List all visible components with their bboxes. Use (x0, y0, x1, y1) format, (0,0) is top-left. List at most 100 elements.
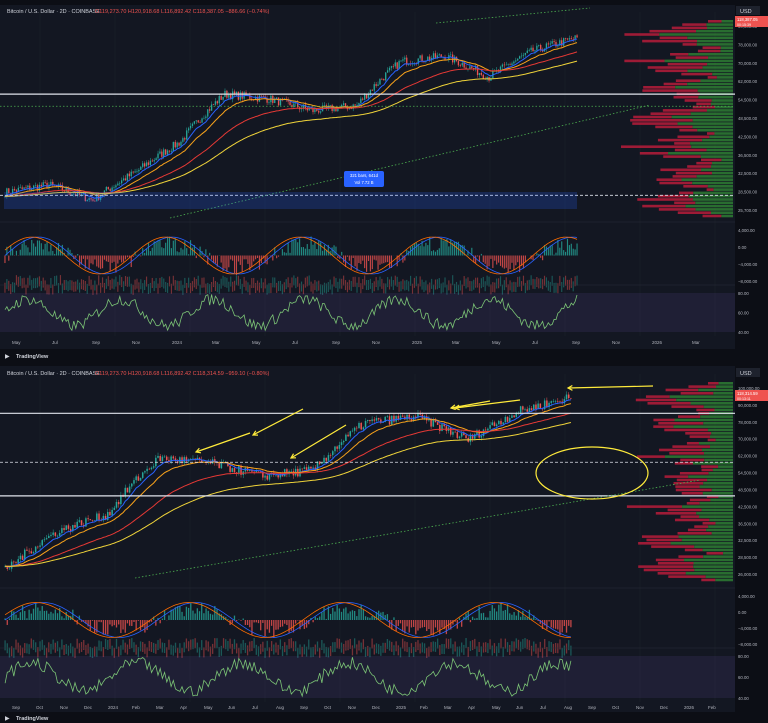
candle-body (98, 193, 100, 200)
volume-profile-bar (701, 468, 713, 472)
volume-bar (284, 642, 286, 653)
macd-histogram-bar (172, 240, 174, 256)
macd-histogram-bar (550, 620, 552, 628)
price-axis[interactable]: 90,000.0078,000.0070,000.0062,000.0054,5… (738, 24, 758, 335)
macd-histogram-bar (119, 255, 121, 260)
candle-body (394, 62, 396, 67)
currency-selector[interactable] (736, 368, 760, 377)
candle-body (142, 163, 144, 167)
volume-bar (264, 647, 266, 658)
volume-bar (482, 276, 484, 287)
volume-bar (530, 645, 533, 656)
time-axis[interactable]: May Jul Sep Nov 2024 Mar May Jul Sep Nov 2025 Mar Ma… (12, 340, 700, 345)
volume-bar (498, 278, 500, 289)
candle-body (456, 432, 459, 438)
volume-profile-bar (660, 168, 702, 172)
range-measure-box[interactable]: 321 bars, 641d Vol 7.72 B (344, 171, 384, 187)
price-pane[interactable] (0, 7, 735, 336)
rsi-pane[interactable] (0, 284, 735, 332)
candle-body (137, 476, 140, 481)
volume-profile-bar (630, 119, 693, 122)
macd-histogram-bar (12, 249, 14, 256)
volume-bar (255, 283, 257, 294)
macd-histogram-bar (220, 255, 222, 263)
macd-histogram-bar (353, 611, 356, 620)
macd-histogram-bar (79, 255, 81, 266)
candle-body (469, 434, 472, 442)
macd-histogram-bar (161, 618, 164, 620)
volume-profile-bar (670, 542, 733, 545)
volume-profile-bar (655, 69, 688, 73)
symbol-title[interactable]: Bitcoin / U.S. Dollar · 2D · COINBASE (7, 9, 100, 15)
volume-bar (168, 639, 170, 650)
macd-histogram-bar (37, 607, 39, 620)
volume-profile-bar (714, 408, 733, 412)
price-axis[interactable]: 100,000.0090,000.0078,000.0070,000.0062,… (738, 386, 760, 701)
annotation-arrow (195, 432, 251, 453)
macd-histogram-bar (277, 620, 279, 630)
candle-body (329, 455, 332, 456)
macd-histogram-bar (80, 620, 83, 622)
volume-bar (535, 643, 537, 654)
macd-histogram-bar (388, 620, 391, 628)
macd-histogram-bar (515, 255, 517, 266)
macd-histogram-bar (249, 255, 251, 271)
candle-body (230, 94, 232, 100)
macd-histogram-bar (45, 610, 48, 620)
price-pane[interactable] (0, 374, 735, 702)
candle-body (178, 142, 180, 146)
volume-profile-bar (701, 448, 733, 452)
volume-profile-bar (674, 148, 707, 152)
volume-bar (12, 282, 14, 293)
symbol-title[interactable]: Bitcoin / U.S. Dollar · 2D · COINBASE (7, 371, 100, 377)
candle-body (229, 466, 231, 472)
volume-bar (373, 281, 375, 292)
macd-histogram-bar (255, 255, 257, 260)
volume-profile-bar (708, 472, 733, 475)
volume-profile-bar (676, 398, 733, 402)
candle-body (450, 54, 452, 56)
candle-body (543, 400, 546, 410)
macd-histogram-bar (61, 616, 63, 620)
macd-histogram-bar (438, 248, 440, 256)
volume-profile-bar (657, 194, 689, 198)
volume-bar (135, 644, 137, 655)
volume-profile-bar (707, 478, 733, 482)
candle-body (306, 108, 308, 111)
candle-body (98, 513, 100, 521)
time-axis[interactable]: Sep Oct Nov Dec 2024 Feb Mar Apr May Jun Jul Aug Sep… (12, 705, 716, 710)
volume-bar (545, 277, 548, 288)
candle-body (568, 38, 571, 40)
macd-histogram-bar (15, 614, 17, 620)
macd-pane[interactable] (0, 587, 735, 658)
macd-histogram-bar (21, 605, 24, 620)
currency-selector[interactable] (736, 6, 760, 15)
volume-bar (425, 280, 427, 291)
candle-body (102, 515, 105, 521)
volume-bar (390, 276, 393, 287)
candle-body (23, 187, 25, 189)
macd-pane[interactable] (0, 221, 735, 295)
candle-body (396, 62, 398, 69)
macd-histogram-bar (21, 243, 23, 256)
time-tick-label: Nov (372, 340, 381, 345)
candle-body (524, 409, 526, 410)
candle-body (181, 457, 183, 464)
volume-bar (57, 283, 60, 294)
candle-body (337, 107, 339, 112)
volume-profile-bar (659, 33, 733, 36)
macd-histogram-bar (498, 604, 500, 620)
candle-body (161, 151, 163, 157)
macd-tick-label: 0.00 (738, 245, 747, 250)
rsi-pane[interactable] (0, 647, 735, 698)
volume-bar (41, 639, 43, 650)
volume-profile-bar (632, 122, 678, 125)
macd-histogram-bar (297, 242, 299, 256)
volume-bar (124, 276, 127, 287)
candle-body (197, 120, 199, 123)
volume-profile-bar (692, 198, 733, 201)
macd-histogram-bar (80, 255, 83, 265)
macd-histogram-bar (82, 255, 84, 259)
candle-body (338, 445, 341, 449)
volume-profile-bar (633, 115, 672, 119)
